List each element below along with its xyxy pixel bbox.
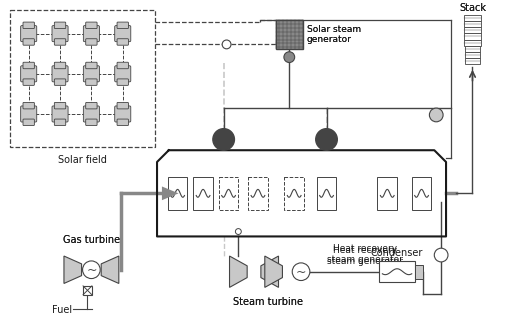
Text: ~: ~ <box>295 266 306 279</box>
FancyBboxPatch shape <box>52 26 68 42</box>
Bar <box>83 286 92 295</box>
FancyBboxPatch shape <box>54 22 66 29</box>
Bar <box>379 261 414 283</box>
FancyBboxPatch shape <box>23 79 34 85</box>
FancyBboxPatch shape <box>54 79 66 85</box>
FancyBboxPatch shape <box>86 119 97 126</box>
Circle shape <box>434 248 447 262</box>
FancyBboxPatch shape <box>23 62 34 69</box>
Bar <box>193 177 212 210</box>
Bar <box>284 177 303 210</box>
Text: Solar field: Solar field <box>58 155 107 165</box>
Bar <box>248 177 267 210</box>
FancyBboxPatch shape <box>23 119 34 126</box>
Circle shape <box>292 263 309 281</box>
Circle shape <box>235 229 241 234</box>
Circle shape <box>429 108 442 122</box>
FancyBboxPatch shape <box>115 26 130 42</box>
FancyBboxPatch shape <box>115 66 130 82</box>
Polygon shape <box>101 256 119 284</box>
Text: Steam turbine: Steam turbine <box>232 297 302 307</box>
FancyBboxPatch shape <box>117 39 128 45</box>
Text: Condenser: Condenser <box>370 248 422 258</box>
FancyBboxPatch shape <box>117 22 128 29</box>
Bar <box>464 58 479 64</box>
Text: Gas turbine: Gas turbine <box>63 235 120 245</box>
FancyBboxPatch shape <box>52 66 68 82</box>
FancyBboxPatch shape <box>23 102 34 109</box>
FancyBboxPatch shape <box>21 106 37 122</box>
Polygon shape <box>261 256 278 288</box>
FancyBboxPatch shape <box>86 22 97 29</box>
Text: Fuel: Fuel <box>51 305 72 315</box>
Text: Heat recovery
steam generator: Heat recovery steam generator <box>327 246 402 266</box>
Bar <box>464 39 479 46</box>
Bar <box>10 10 155 147</box>
Text: Steam turbine: Steam turbine <box>232 297 302 307</box>
FancyBboxPatch shape <box>54 62 66 69</box>
Polygon shape <box>229 256 247 288</box>
Bar <box>377 177 397 210</box>
FancyBboxPatch shape <box>115 106 130 122</box>
FancyBboxPatch shape <box>54 119 66 126</box>
FancyBboxPatch shape <box>83 26 99 42</box>
Text: Solar steam
generator: Solar steam generator <box>306 25 360 44</box>
Bar <box>275 20 302 49</box>
Bar <box>167 177 187 210</box>
FancyBboxPatch shape <box>83 66 99 82</box>
Bar <box>463 21 480 27</box>
FancyBboxPatch shape <box>117 119 128 126</box>
Bar <box>414 265 421 278</box>
Bar <box>464 52 479 58</box>
FancyBboxPatch shape <box>86 79 97 85</box>
Text: Stack: Stack <box>458 3 485 13</box>
Text: Heat recovery
steam generator: Heat recovery steam generator <box>327 244 402 264</box>
Circle shape <box>82 261 100 278</box>
FancyBboxPatch shape <box>54 102 66 109</box>
Text: Stack: Stack <box>458 3 485 13</box>
FancyBboxPatch shape <box>86 39 97 45</box>
Circle shape <box>284 52 294 63</box>
FancyBboxPatch shape <box>117 62 128 69</box>
FancyBboxPatch shape <box>86 102 97 109</box>
Circle shape <box>212 129 234 150</box>
FancyBboxPatch shape <box>54 39 66 45</box>
FancyBboxPatch shape <box>23 39 34 45</box>
Text: ~: ~ <box>86 264 96 277</box>
Text: Solar steam
generator: Solar steam generator <box>306 25 360 44</box>
Text: Gas turbine: Gas turbine <box>63 235 120 245</box>
Polygon shape <box>64 256 81 284</box>
FancyBboxPatch shape <box>52 106 68 122</box>
FancyBboxPatch shape <box>86 62 97 69</box>
Polygon shape <box>264 256 282 288</box>
FancyBboxPatch shape <box>21 26 37 42</box>
Polygon shape <box>162 186 178 200</box>
FancyBboxPatch shape <box>117 79 128 85</box>
Bar <box>464 46 479 52</box>
Bar <box>463 33 480 39</box>
Bar <box>218 177 238 210</box>
FancyBboxPatch shape <box>83 106 99 122</box>
Bar <box>316 177 335 210</box>
Circle shape <box>315 129 336 150</box>
Circle shape <box>222 40 231 49</box>
Bar <box>411 177 431 210</box>
FancyBboxPatch shape <box>23 22 34 29</box>
FancyBboxPatch shape <box>21 66 37 82</box>
Bar <box>463 27 480 33</box>
Bar <box>463 15 480 21</box>
FancyBboxPatch shape <box>117 102 128 109</box>
